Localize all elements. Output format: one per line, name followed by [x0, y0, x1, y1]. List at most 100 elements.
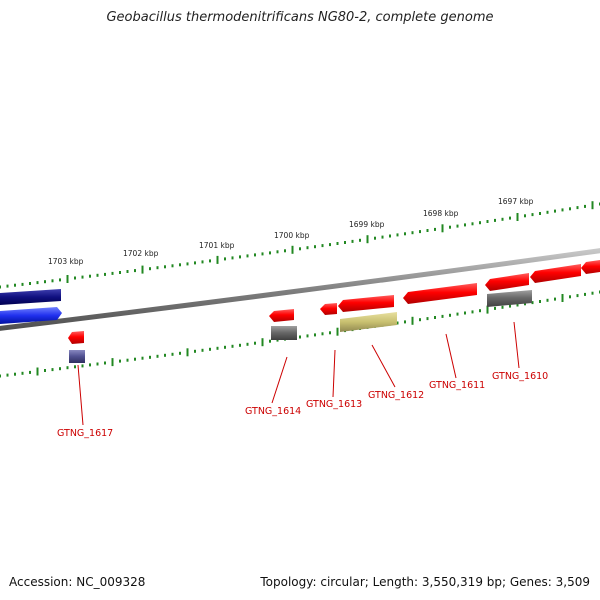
minor-scale-tick — [96, 362, 99, 366]
minor-scale-tick — [546, 210, 549, 214]
minor-scale-tick — [426, 317, 429, 321]
minor-scale-tick — [134, 357, 136, 361]
upper-scale-arc — [0, 201, 600, 289]
minor-scale-tick — [486, 220, 489, 223]
major-scale-tick — [591, 201, 594, 210]
minor-scale-tick — [471, 222, 474, 226]
minor-scale-tick — [21, 371, 24, 375]
minor-scale-tick — [81, 364, 84, 368]
scale-label-1703: 1703 kbp — [48, 257, 84, 266]
major-scale-tick — [261, 338, 264, 347]
minor-scale-tick — [164, 353, 166, 357]
minor-scale-tick — [74, 365, 76, 369]
minor-scale-tick — [569, 295, 571, 299]
gene-GTNG_1614-secondary — [271, 326, 297, 340]
gene-right-1 — [530, 264, 581, 283]
minor-scale-tick — [254, 253, 256, 257]
minor-scale-tick — [239, 255, 241, 259]
minor-scale-tick — [344, 241, 346, 244]
minor-scale-tick — [201, 260, 204, 264]
minor-scale-tick — [246, 342, 249, 346]
minor-scale-tick — [396, 321, 399, 325]
minor-scale-tick — [269, 339, 271, 343]
minor-scale-tick — [179, 263, 181, 267]
minor-scale-tick — [524, 302, 526, 306]
minor-scale-tick — [321, 332, 324, 336]
minor-scale-tick — [224, 257, 226, 261]
minor-scale-tick — [314, 333, 316, 337]
minor-scale-tick — [554, 209, 556, 213]
minor-scale-tick — [51, 279, 54, 283]
minor-scale-tick — [494, 218, 496, 222]
minor-scale-tick — [569, 207, 571, 211]
minor-scale-tick — [336, 242, 339, 245]
major-scale-tick — [291, 245, 294, 254]
minor-scale-tick — [539, 212, 541, 215]
scale-labels: 1703 kbp 1702 kbp 1701 kbp 1700 kbp 1699… — [48, 197, 534, 266]
minor-scale-tick — [501, 305, 504, 309]
major-scale-tick — [516, 213, 519, 221]
accession-text: Accession: NC_009328 — [9, 575, 146, 589]
minor-scale-tick — [494, 306, 496, 310]
major-scale-tick — [141, 265, 144, 274]
forward-genes — [0, 260, 600, 322]
minor-scale-tick — [44, 369, 46, 372]
gene-GTNG_1612-rna — [340, 312, 397, 332]
genome-backbone — [0, 248, 600, 331]
minor-scale-tick — [89, 274, 91, 278]
minor-scale-tick — [479, 309, 481, 313]
minor-scale-tick — [276, 250, 279, 254]
minor-scale-tick — [531, 301, 534, 305]
minor-scale-tick — [14, 283, 16, 287]
minor-scale-tick — [44, 280, 46, 284]
minor-scale-tick — [29, 370, 31, 374]
gene-label-GTNG_1614: GTNG_1614 — [245, 406, 301, 417]
minor-scale-tick — [0, 374, 1, 378]
minor-scale-tick — [126, 358, 129, 362]
major-scale-tick — [411, 316, 414, 325]
minor-scale-tick — [51, 368, 54, 372]
minor-scale-tick — [231, 256, 234, 260]
map-title: Geobacillus thermodenitrificans NG80-2, … — [106, 10, 494, 25]
minor-scale-tick — [254, 341, 256, 345]
minor-scale-tick — [261, 252, 264, 256]
minor-scale-tick — [509, 216, 511, 220]
minor-scale-tick — [434, 316, 436, 319]
minor-scale-tick — [246, 254, 249, 258]
minor-scale-tick — [329, 331, 331, 335]
minor-scale-tick — [449, 225, 451, 229]
minor-scale-tick — [464, 311, 466, 315]
minor-scale-tick — [224, 345, 226, 349]
gene-labels: GTNG_1617 GTNG_1614 GTNG_1613 GTNG_1612 … — [57, 371, 548, 439]
minor-scale-tick — [104, 361, 106, 365]
gene-GTNG_1614-feature — [269, 309, 294, 322]
minor-scale-tick — [74, 276, 76, 280]
scale-label-1702: 1702 kbp — [123, 249, 159, 258]
minor-scale-tick — [171, 264, 174, 268]
label-leaders — [77, 321, 520, 426]
major-scale-tick — [336, 327, 339, 336]
minor-scale-tick — [389, 234, 391, 238]
gene-GTNG_1611-feature — [403, 283, 477, 304]
gene-GTNG_1617-feature — [68, 331, 84, 344]
minor-scale-tick — [299, 247, 301, 251]
minor-scale-tick — [239, 343, 241, 347]
scale-label-1698: 1698 kbp — [423, 209, 459, 218]
minor-scale-tick — [21, 282, 24, 286]
minor-scale-tick — [329, 243, 331, 247]
gene-label-GTNG_1610: GTNG_1610 — [492, 371, 548, 382]
minor-scale-tick — [456, 224, 459, 228]
minor-scale-tick — [456, 312, 459, 316]
minor-scale-tick — [66, 366, 69, 370]
gene-left-dark-blue — [0, 289, 61, 305]
gene-GTNG_1612-feature — [338, 295, 394, 312]
minor-scale-tick — [164, 265, 166, 269]
minor-scale-tick — [284, 249, 286, 253]
minor-scale-tick — [404, 232, 406, 236]
minor-scale-tick — [306, 246, 309, 250]
scale-label-1697: 1697 kbp — [498, 197, 534, 206]
topology-text: Topology: circular; Length: 3,550,319 bp… — [260, 575, 590, 589]
minor-scale-tick — [321, 244, 324, 248]
minor-scale-tick — [584, 204, 586, 208]
